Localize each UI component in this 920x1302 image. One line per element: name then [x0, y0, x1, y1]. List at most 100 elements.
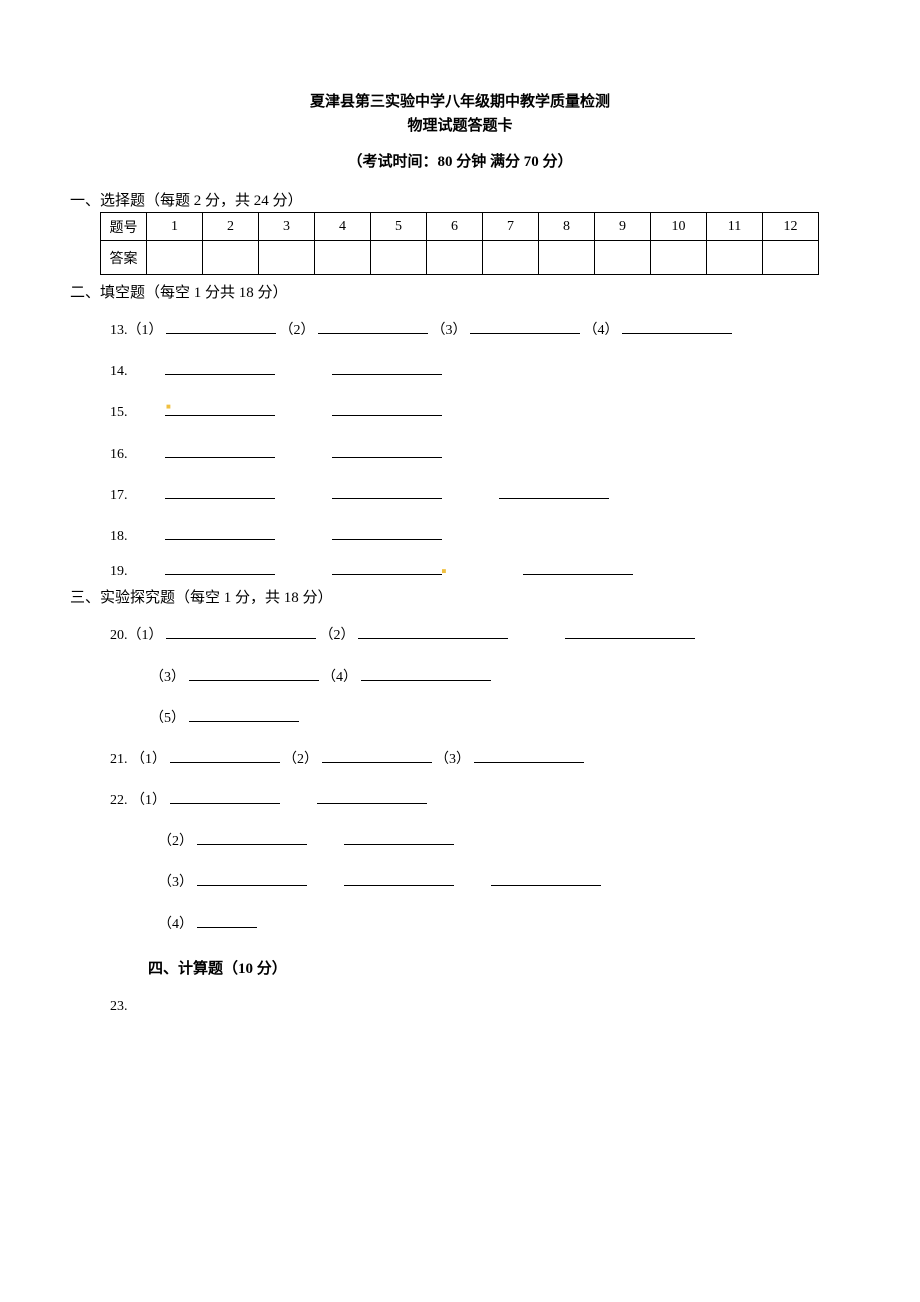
- blank[interactable]: [189, 706, 299, 722]
- q21-label: 21. （1）: [110, 752, 166, 767]
- blank[interactable]: [332, 559, 442, 575]
- blank[interactable]: [491, 870, 601, 886]
- q20-2-label: （2）: [320, 628, 355, 643]
- q19-line: 19. ■: [110, 559, 850, 584]
- blank[interactable]: [322, 747, 432, 763]
- q15-line: ■ 15.: [110, 400, 850, 425]
- q18-line: 18.: [110, 524, 850, 549]
- answer-cell[interactable]: [763, 241, 819, 275]
- blank[interactable]: [622, 318, 732, 334]
- q20-label: 20.（1）: [110, 628, 163, 643]
- blank[interactable]: [332, 483, 442, 499]
- answer-cell[interactable]: [259, 241, 315, 275]
- blank[interactable]: [317, 788, 427, 804]
- q16-label: 16.: [110, 447, 128, 462]
- blank[interactable]: [165, 442, 275, 458]
- section1-title: 一、选择题（每题 2 分，共 24 分）: [70, 189, 850, 210]
- q13-2-label: （2）: [280, 323, 315, 338]
- blank[interactable]: [565, 623, 695, 639]
- q23-label: 23.: [110, 999, 128, 1014]
- q23-line: 23.: [110, 994, 850, 1019]
- title-line-1: 夏津县第三实验中学八年级期中教学质量检测: [70, 90, 850, 114]
- blank[interactable]: [197, 870, 307, 886]
- blank[interactable]: [474, 747, 584, 763]
- q20-4-label: （4）: [322, 670, 357, 685]
- document-header: 夏津县第三实验中学八年级期中教学质量检测 物理试题答题卡 （考试时间：80 分钟…: [70, 90, 850, 171]
- blank[interactable]: [197, 912, 257, 928]
- blank[interactable]: [166, 318, 276, 334]
- blank[interactable]: [332, 359, 442, 375]
- q22-sub-line2: （3）: [158, 870, 850, 895]
- col-header: 11: [707, 213, 763, 241]
- blank[interactable]: [165, 559, 275, 575]
- section4-title: 四、计算题（10 分）: [148, 957, 850, 978]
- q22-label: 22. （1）: [110, 793, 166, 808]
- answer-cell[interactable]: [371, 241, 427, 275]
- col-header: 7: [483, 213, 539, 241]
- blank[interactable]: [197, 829, 307, 845]
- blank[interactable]: [344, 870, 454, 886]
- blank[interactable]: [166, 623, 316, 639]
- answer-cell[interactable]: [595, 241, 651, 275]
- q13-label: 13.（1）: [110, 323, 163, 338]
- q22-sub-line: （2）: [158, 829, 850, 854]
- blank[interactable]: [332, 442, 442, 458]
- q17-label: 17.: [110, 488, 128, 503]
- blank[interactable]: [165, 359, 275, 375]
- answer-cell[interactable]: [539, 241, 595, 275]
- blank[interactable]: [523, 559, 633, 575]
- answer-cell[interactable]: [203, 241, 259, 275]
- col-header: 10: [651, 213, 707, 241]
- col-header: 4: [315, 213, 371, 241]
- q20-3-label: （3）: [150, 670, 185, 685]
- table-header-row: 题号 1 2 3 4 5 6 7 8 9 10 11 12: [101, 213, 819, 241]
- answer-cell[interactable]: [651, 241, 707, 275]
- q22-3-label: （3）: [158, 875, 193, 890]
- blank[interactable]: [332, 400, 442, 416]
- blank[interactable]: [165, 524, 275, 540]
- q20-5-label: （5）: [150, 711, 185, 726]
- q13-3-label: （3）: [432, 323, 467, 338]
- q22-2-label: （2）: [158, 834, 193, 849]
- answer-cell[interactable]: [315, 241, 371, 275]
- title-line-2: 物理试题答题卡: [70, 114, 850, 138]
- q18-label: 18.: [110, 529, 128, 544]
- blank[interactable]: [165, 400, 275, 416]
- q20-sub-line: （3） （4）: [150, 665, 850, 690]
- col-header: 3: [259, 213, 315, 241]
- blank[interactable]: [170, 747, 280, 763]
- blank[interactable]: [358, 623, 508, 639]
- section3-title: 三、实验探究题（每空 1 分，共 18 分）: [70, 586, 850, 607]
- col-header: 1: [147, 213, 203, 241]
- q15-label: 15.: [110, 405, 128, 420]
- q14-label: 14.: [110, 364, 128, 379]
- q19-label: 19.: [110, 564, 128, 579]
- q22-line: 22. （1）: [110, 788, 850, 813]
- q13-line: 13.（1） （2） （3） （4）: [110, 318, 850, 343]
- blank[interactable]: [318, 318, 428, 334]
- exam-info: （考试时间：80 分钟 满分 70 分）: [70, 150, 850, 171]
- blank[interactable]: [344, 829, 454, 845]
- blank[interactable]: [470, 318, 580, 334]
- answer-cell[interactable]: [707, 241, 763, 275]
- blank[interactable]: [332, 524, 442, 540]
- q22-4-label: （4）: [158, 917, 193, 932]
- q21-3-label: （3）: [435, 752, 470, 767]
- blank[interactable]: [170, 788, 280, 804]
- answer-cell[interactable]: [427, 241, 483, 275]
- answer-cell[interactable]: [483, 241, 539, 275]
- decorative-dot: ■: [166, 400, 171, 414]
- col-header: 6: [427, 213, 483, 241]
- table-answer-row: 答案: [101, 241, 819, 275]
- blank[interactable]: [189, 665, 319, 681]
- blank[interactable]: [499, 483, 609, 499]
- col-header: 5: [371, 213, 427, 241]
- q22-sub-line3: （4）: [158, 912, 850, 937]
- q16-line: 16.: [110, 442, 850, 467]
- col-header: 2: [203, 213, 259, 241]
- row-label: 题号: [101, 213, 147, 241]
- section2-title: 二、填空题（每空 1 分共 18 分）: [70, 281, 850, 302]
- blank[interactable]: [165, 483, 275, 499]
- blank[interactable]: [361, 665, 491, 681]
- answer-cell[interactable]: [147, 241, 203, 275]
